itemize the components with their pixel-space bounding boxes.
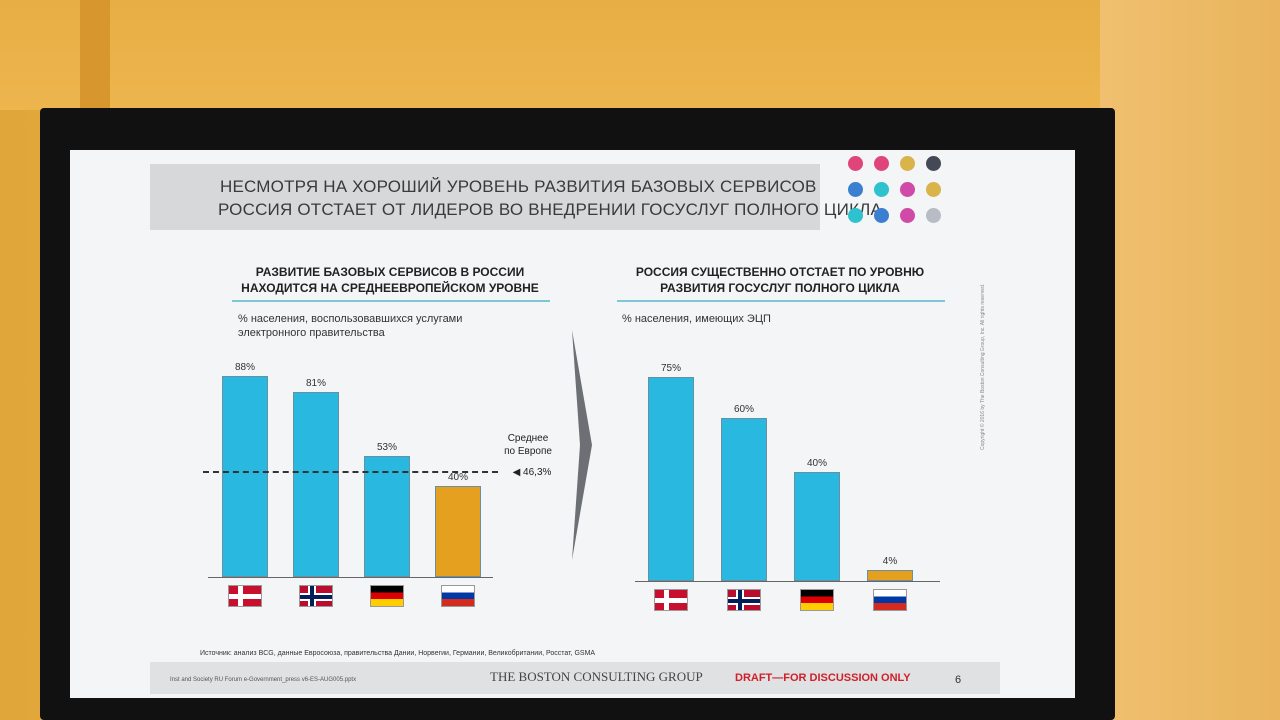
left-chart-subtitle-line-2: электронного правительства [238, 327, 385, 339]
chevron-divider-icon [572, 330, 592, 560]
chart-baseline [635, 581, 940, 582]
left-chart-title-line-1: РАЗВИТИЕ БАЗОВЫХ СЕРВИСОВ В РОССИИ [255, 265, 525, 279]
left-chart-subtitle-line-1: % населения, воспользовавшихся услугами [238, 313, 463, 325]
bar-germany [364, 456, 410, 577]
bar-value-label: 75% [660, 363, 681, 374]
left-chart-title: РАЗВИТИЕ БАЗОВЫХ СЕРВИСОВ В РОССИИ НАХОД… [230, 264, 550, 296]
right-chart-rule [617, 300, 945, 302]
europe-average-arrow-icon: ◀ [512, 467, 524, 478]
title-band [150, 164, 820, 230]
bar-germany [794, 472, 840, 581]
decorative-dot [874, 208, 889, 223]
right-chart-title: РОССИЯ СУЩЕСТВЕННО ОТСТАЕТ ПО УРОВНЮ РАЗ… [615, 264, 945, 296]
decorative-dot [900, 208, 915, 223]
europe-average-value-text: 46,3% [523, 467, 552, 478]
denmark-flag [228, 585, 262, 607]
bar-value-label: 60% [733, 403, 754, 415]
file-name-note: Inst and Society RU Forum e-Government_p… [170, 677, 357, 683]
europe-average-label-line-2: по Европе [504, 446, 552, 457]
europe-average-value: ◀ 46,3% [502, 466, 562, 479]
europe-average-label-line-1: Среднее [507, 433, 549, 444]
russia-flag [873, 589, 907, 611]
germany-flag [370, 585, 404, 607]
wall-pillar [80, 0, 110, 120]
bar-norway [293, 392, 339, 577]
right-chart-subtitle-line-1: % населения, имеющих ЭЦП [622, 313, 771, 325]
decorative-dot [848, 156, 863, 171]
decorative-dot [874, 156, 889, 171]
bar-value-label: 88% [234, 362, 255, 374]
denmark-flag [654, 589, 688, 611]
norway-flag [727, 589, 761, 611]
wall-top [0, 0, 1280, 110]
bar-russia [867, 570, 913, 581]
wall-right [1100, 0, 1280, 720]
left-chart-rule [232, 300, 550, 302]
europe-average-label: Среднее по Европе [498, 432, 558, 458]
copyright-note: Copyright © 2016 by The Boston Consultin… [980, 283, 986, 450]
chart-baseline [208, 577, 493, 578]
decorative-dot [848, 208, 863, 223]
page-number: 6 [955, 674, 962, 686]
bar-russia [435, 485, 481, 577]
right-chart-title-line-2: РАЗВИТИЯ ГОСУСЛУГ ПОЛНОГО ЦИКЛА [660, 281, 900, 295]
right-chart-title-line-1: РОССИЯ СУЩЕСТВЕННО ОТСТАЕТ ПО УРОВНЮ [635, 265, 925, 279]
slide-screen: НЕСМОТРЯ НА ХОРОШИЙ УРОВЕНЬ РАЗВИТИЯ БАЗ… [70, 150, 1075, 698]
decorative-dot [926, 156, 941, 171]
left-chart-subtitle: % населения, воспользовавшихся услугами … [238, 312, 462, 340]
decorative-dot [874, 182, 889, 197]
europe-average-line [203, 471, 498, 474]
bar-denmark [222, 376, 268, 577]
norway-flag [299, 585, 333, 607]
bar-norway [721, 417, 767, 581]
bcg-logo-text: THE BOSTON CONSULTING GROUP [490, 669, 703, 684]
russia-flag [441, 585, 475, 607]
slide-title-line-1: НЕСМОТРЯ НА ХОРОШИЙ УРОВЕНЬ РАЗВИТИЯ БАЗ… [220, 177, 817, 196]
decorative-dot [848, 182, 863, 197]
bar-value-label: 40% [806, 458, 827, 470]
bar-denmark [648, 377, 694, 581]
decorative-dot [926, 208, 941, 223]
left-chart-title-line-2: НАХОДИТСЯ НА СРЕДНЕЕВРОПЕЙСКОМ УРОВНЕ [241, 281, 539, 295]
decorative-dot [900, 156, 915, 171]
decorative-dot [926, 182, 941, 197]
bar-value-label: 4% [882, 556, 898, 568]
bar-value-label: 40% [447, 471, 468, 483]
source-note: Источник: анализ BCG, данные Евросоюза, … [200, 650, 596, 657]
decorative-dot [900, 182, 915, 197]
footer-band [150, 662, 1000, 694]
bar-value-label: 81% [305, 378, 326, 390]
bar-value-label: 53% [376, 442, 397, 454]
right-chart-subtitle: % населения, имеющих ЭЦП [622, 312, 771, 326]
draft-label: DRAFT—FOR DISCUSSION ONLY [735, 672, 911, 684]
germany-flag [800, 589, 834, 611]
slide-title-line-2: РОССИЯ ОТСТАЕТ ОТ ЛИДЕРОВ ВО ВНЕДРЕНИИ Г… [218, 200, 883, 219]
